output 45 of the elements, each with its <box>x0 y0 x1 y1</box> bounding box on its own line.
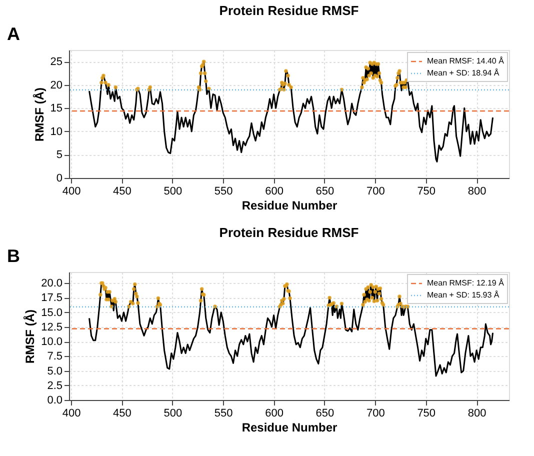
y-tick-label: 17.5 <box>41 292 62 304</box>
x-tick-label: 450 <box>113 186 132 198</box>
legend-label: Mean RMSF: 12.19 Å <box>427 278 505 288</box>
x-tick-label: 600 <box>265 186 284 198</box>
x-tick-label: 550 <box>214 408 233 420</box>
y-tick-label: 2.5 <box>47 380 62 392</box>
y-tick-label: 20.0 <box>41 278 62 290</box>
y-tick-label: 15 <box>50 102 62 115</box>
y-tick-label: 25 <box>50 56 62 68</box>
y-tick-label: 0 <box>56 172 62 184</box>
y-tick-label: 7.5 <box>47 350 62 363</box>
x-tick-label: 400 <box>62 186 81 198</box>
y-tick-label: 10 <box>50 126 62 138</box>
legend-label: Mean + SD: 15.93 Å <box>427 290 500 300</box>
text: B <box>7 246 20 266</box>
x-tick-label: 750 <box>417 408 436 420</box>
chart-title: Protein Residue RMSF <box>219 3 359 18</box>
x-tick-label: 650 <box>316 186 334 198</box>
x-tick-label: 800 <box>468 408 486 420</box>
x-tick-label: 750 <box>417 186 436 198</box>
y-tick-label: 5.0 <box>47 365 62 378</box>
y-tick-label: 20 <box>50 79 62 92</box>
x-tick-label: 600 <box>265 408 284 420</box>
x-tick-label: 700 <box>366 186 385 198</box>
x-tick-label: 550 <box>214 186 233 198</box>
y-axis-title: RMSF (Å) <box>23 310 38 364</box>
y-tick-label: 10.0 <box>41 336 62 348</box>
x-tick-label: 650 <box>316 408 334 420</box>
x-tick-label: 800 <box>468 186 486 198</box>
y-tick-label: 0.0 <box>47 394 62 406</box>
x-tick-label: 500 <box>164 408 182 420</box>
x-tick-label: 400 <box>62 408 81 420</box>
chart-title: Protein Residue RMSF <box>219 225 359 240</box>
x-tick-label: 450 <box>113 408 132 420</box>
y-tick-label: 15.0 <box>41 306 62 319</box>
x-tick-label: 700 <box>366 408 385 420</box>
y-tick-label: 5 <box>56 149 62 162</box>
text: A <box>7 24 20 44</box>
x-axis-title: Residue Number <box>242 198 338 212</box>
x-axis-title: Residue Number <box>242 420 338 434</box>
y-tick-label: 12.5 <box>41 321 62 334</box>
y-axis-title: RMSF (Å) <box>32 88 46 142</box>
legend-label: Mean + SD: 18.94 Å <box>427 68 500 78</box>
x-tick-label: 500 <box>164 186 182 198</box>
legend-label: Mean RMSF: 14.40 Å <box>427 56 505 66</box>
